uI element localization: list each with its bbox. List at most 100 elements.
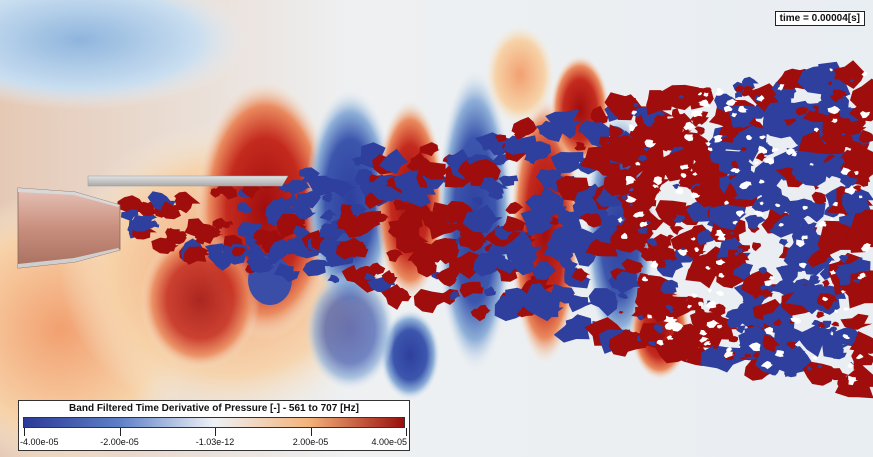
plume-blue-eddy <box>529 141 552 164</box>
plume-red-eddy <box>802 361 840 386</box>
plume-blue-eddy <box>319 209 338 222</box>
plume-speckle <box>665 304 674 311</box>
plume-speckle <box>666 335 674 340</box>
plume-red-eddy <box>850 270 873 292</box>
plume-speckle <box>783 118 797 126</box>
plume-speckle <box>717 324 723 329</box>
plume-blue-eddy <box>141 209 158 225</box>
plume-speckle <box>701 177 707 182</box>
plume-speckle <box>625 265 636 273</box>
plume-blue-eddy <box>731 125 769 162</box>
plume-speckle <box>809 162 814 166</box>
plume-red-eddy <box>511 117 538 136</box>
plume-speckle <box>672 128 683 136</box>
plume-red-eddy <box>590 105 609 125</box>
plume-speckle <box>671 322 684 332</box>
plume-speckle <box>829 269 836 275</box>
plume-blue-eddy <box>532 262 557 281</box>
plume-speckle <box>734 195 740 200</box>
plume-speckle <box>840 290 847 294</box>
plume-speckle <box>646 220 651 225</box>
far-field-blue <box>0 0 250 110</box>
colorbar-tick-label: -4.00e-05 <box>20 437 59 447</box>
plume-speckle <box>713 135 724 143</box>
plume-speckle <box>616 224 627 233</box>
plume-red-eddy <box>505 201 524 214</box>
plume-speckle <box>732 220 738 225</box>
plume-speckle <box>735 210 745 218</box>
plume-red-eddy <box>195 246 210 255</box>
plume-blue-eddy <box>568 295 596 313</box>
colorbar-tick-mark <box>310 428 312 436</box>
plume-speckle <box>764 280 772 287</box>
plume-red-eddy <box>342 213 376 238</box>
plume-speckle <box>829 217 834 221</box>
plume-blue-eddy <box>322 192 333 203</box>
colorbar-tick-label: 2.00e-05 <box>292 437 329 447</box>
plume-red-eddy <box>389 287 412 302</box>
plume-speckle <box>635 244 648 254</box>
plume-speckle <box>753 210 764 217</box>
plume-red-eddy <box>689 111 709 125</box>
plume-speckle <box>621 232 628 239</box>
plume-speckle <box>827 105 841 115</box>
plume-blue-eddy <box>615 271 640 288</box>
plume-blue-eddy <box>728 105 758 128</box>
plume-speckle <box>758 266 768 274</box>
plume-blue-eddy <box>484 286 497 297</box>
plume-speckle <box>737 248 744 254</box>
plume-speckle <box>771 146 780 153</box>
plume-speckle <box>756 95 765 102</box>
plume-speckle <box>678 103 685 109</box>
plume-speckle <box>642 112 647 116</box>
lobe-blue-5 <box>305 270 395 390</box>
plume-speckle <box>777 86 784 91</box>
plume-speckle <box>751 242 762 250</box>
plume-red-eddy <box>231 246 246 257</box>
plume-speckle <box>810 107 817 113</box>
plume-speckle <box>778 223 784 227</box>
plume-speckle <box>622 294 630 299</box>
plume-speckle <box>699 336 710 343</box>
plume-speckle <box>696 257 704 264</box>
plume-red-eddy <box>672 108 684 120</box>
plume-blue-eddy <box>700 345 748 373</box>
plume-blue-eddy <box>769 279 800 297</box>
plume-speckle <box>790 317 802 324</box>
plume-red-eddy <box>856 229 873 246</box>
plume-speckle <box>715 290 725 296</box>
plume-speckle <box>853 170 859 175</box>
plume-speckle <box>723 105 733 113</box>
plume-speckle <box>723 351 735 359</box>
plume-speckle <box>739 181 752 190</box>
plume-speckle <box>728 336 739 343</box>
plume-speckle <box>689 270 694 273</box>
lobe-blue-4 <box>380 310 440 400</box>
plume-blue-eddy <box>795 324 835 357</box>
plume-blue-eddy <box>498 175 519 187</box>
plume-red-eddy <box>263 229 285 247</box>
plume-speckle <box>699 99 710 108</box>
plume-speckle <box>834 127 844 136</box>
plume-speckle <box>774 203 781 208</box>
plume-speckle <box>655 260 667 268</box>
plume-speckle <box>841 118 852 127</box>
plume-speckle <box>731 112 737 118</box>
plume-speckle <box>646 238 658 247</box>
plume-speckle <box>831 321 840 327</box>
plume-speckle <box>631 331 640 337</box>
plume-speckle <box>812 213 822 221</box>
plume-speckle <box>621 195 628 201</box>
plume-red-eddy <box>833 60 866 89</box>
plume-speckle <box>823 136 829 142</box>
plume-blue-eddy <box>726 312 748 329</box>
plume-blue-eddy <box>364 272 376 280</box>
plume-speckle <box>822 102 831 110</box>
plume-red-eddy <box>220 221 234 229</box>
plume-speckle <box>760 360 773 370</box>
plume-speckle <box>736 324 748 334</box>
plume-speckle <box>714 229 726 238</box>
plume-blue-eddy <box>660 279 679 294</box>
plume-speckle <box>841 337 852 345</box>
colorbar-tick-label: -2.00e-05 <box>100 437 139 447</box>
